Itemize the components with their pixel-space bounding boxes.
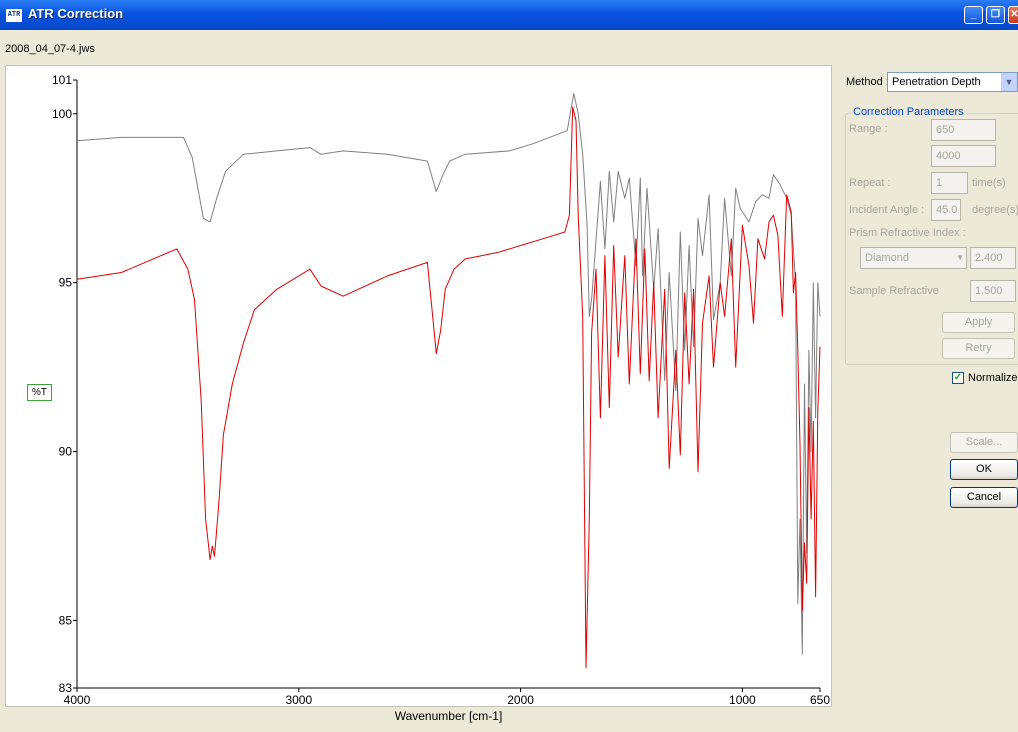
retry-button[interactable]: Retry — [942, 338, 1015, 359]
app-icon: ATR — [6, 9, 22, 22]
title-bar: ATR ATR Correction _ ❐ ✕ — [0, 0, 1018, 30]
repeat-field[interactable]: 1 — [931, 172, 968, 194]
prism-index-field[interactable]: 2.400 — [970, 247, 1016, 269]
y-tick-label: 100 — [52, 107, 72, 121]
correction-parameters-label: Correction Parameters — [851, 106, 966, 118]
method-value: Penetration Depth — [892, 76, 981, 88]
y-tick-label: 101 — [52, 73, 72, 87]
close-button[interactable]: ✕ — [1008, 6, 1018, 24]
file-name: 2008_04_07-4.jws — [5, 43, 95, 55]
x-tick-label: 4000 — [64, 693, 91, 707]
method-label: Method : — [846, 76, 889, 88]
x-tick-label: 3000 — [285, 693, 312, 707]
spectrum-line-2 — [76, 106, 821, 669]
x-tick-label: 2000 — [507, 693, 534, 707]
y-tick-label: 90 — [59, 445, 73, 459]
check-icon: ✓ — [953, 372, 963, 383]
repeat-label: Repeat : — [849, 177, 891, 189]
incident-angle-field[interactable]: 45.0 — [931, 199, 961, 221]
minimize-button[interactable]: _ — [964, 6, 983, 24]
window-title: ATR Correction — [28, 6, 124, 21]
y-tick-label: 83 — [59, 681, 73, 695]
prism-refractive-label: Prism Refractive Index : — [849, 227, 966, 239]
range-min-field[interactable]: 650 — [931, 119, 996, 141]
x-axis-title: Wavenumber [cm-1] — [395, 709, 503, 723]
y-axis-unit-label: %T — [27, 384, 52, 401]
chevron-down-icon: ▼ — [956, 253, 964, 262]
normalize-checkbox[interactable]: ✓ — [952, 372, 964, 384]
prism-material-select[interactable]: Diamond ▼ — [860, 247, 967, 269]
minimize-icon: _ — [970, 9, 977, 20]
spectrum-line-1 — [76, 93, 821, 655]
method-select[interactable]: Penetration Depth ▼ — [887, 72, 1018, 92]
apply-button[interactable]: Apply — [942, 312, 1015, 333]
cancel-button[interactable]: Cancel — [950, 487, 1018, 508]
normalize-label: Normalize — [968, 372, 1018, 384]
spectrum-chart[interactable]: 83 85 90 95 100 101 4000 3000 2000 1000 650 Wavenum… — [0, 0, 830, 732]
repeat-unit: time(s) — [972, 177, 1006, 189]
close-icon: ✕ — [1010, 9, 1018, 20]
y-tick-label: 85 — [59, 613, 73, 627]
restore-button[interactable]: ❐ — [986, 6, 1005, 24]
y-tick-label: 95 — [59, 276, 73, 290]
spectrum-plot-area[interactable] — [5, 65, 832, 707]
x-tick-label: 650 — [810, 693, 830, 707]
incident-angle-unit: degree(s) — [972, 204, 1018, 216]
prism-material-value: Diamond — [865, 252, 910, 264]
range-label: Range : — [849, 123, 888, 135]
chevron-down-icon[interactable]: ▼ — [1001, 73, 1017, 91]
scale-button[interactable]: Scale... — [950, 432, 1018, 453]
range-max-field[interactable]: 4000 — [931, 145, 996, 167]
sample-refractive-label: Sample Refractive — [849, 285, 939, 297]
x-tick-label: 1000 — [729, 693, 756, 707]
restore-icon: ❐ — [991, 9, 1000, 20]
sample-refractive-field[interactable]: 1.500 — [970, 280, 1016, 302]
ok-button[interactable]: OK — [950, 459, 1018, 480]
incident-angle-label: Incident Angle : — [849, 204, 925, 216]
